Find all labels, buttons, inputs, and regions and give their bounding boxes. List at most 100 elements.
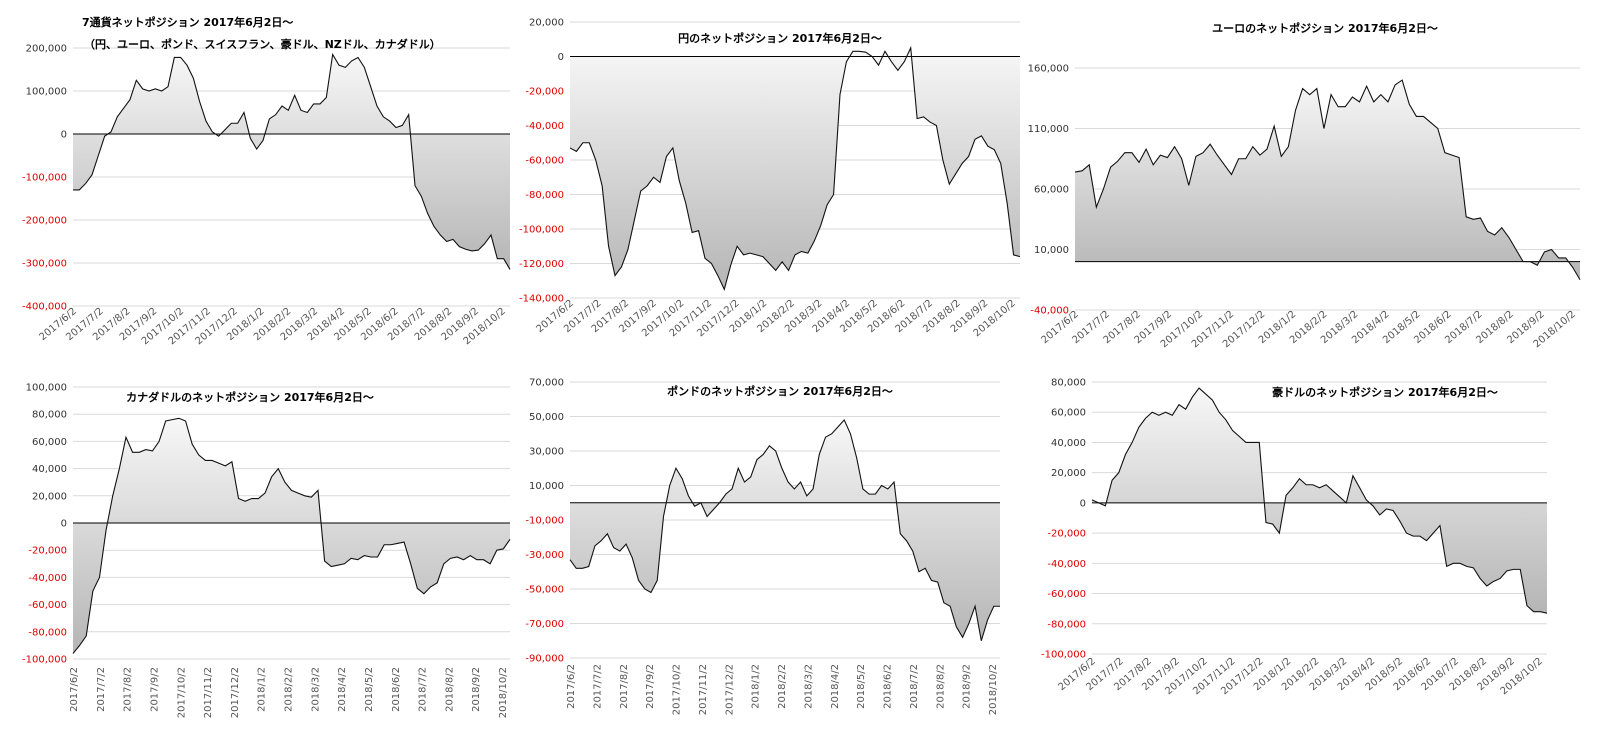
y-tick-label-cad-2: 60,000 xyxy=(32,437,67,448)
area-fill-gbp xyxy=(570,419,1000,641)
y-tick-label-cad-1: 80,000 xyxy=(32,410,67,421)
x-tick-label-gbp-14: 2018/8/2 xyxy=(935,664,946,709)
y-tick-label-jpy-1: 0 xyxy=(558,52,564,63)
y-tick-label-aud-3: 20,000 xyxy=(1051,468,1086,479)
y-tick-label-jpy-4: -60,000 xyxy=(525,156,564,167)
x-tick-label-cad-12: 2018/6/2 xyxy=(391,667,402,712)
y-tick-label-total-3: -100,000 xyxy=(22,173,67,184)
chart-aud: 80,000 60,000 40,000 20,000 0 -20,000 -40,000 -… xyxy=(1010,372,1590,741)
series-line-total xyxy=(73,52,511,270)
chart-eur-svg: 160,000110,00060,00010,000-40,0002017/6/… xyxy=(1028,21,1581,350)
y-tick-label-total-4: -200,000 xyxy=(22,216,67,227)
y-tick-label-cad-6: -20,000 xyxy=(28,546,67,557)
y-tick-label-gbp-8: -90,000 xyxy=(525,654,564,665)
series-line-aud xyxy=(1091,387,1548,614)
y-tick-label-aud-8: -80,000 xyxy=(1047,619,1086,630)
y-tick-label-eur-0: 160,000 xyxy=(1028,64,1069,75)
y-tick-label-jpy-6: -100,000 xyxy=(519,225,564,236)
y-tick-label-eur-2: 60,000 xyxy=(1034,185,1069,196)
y-tick-label-jpy-0: 20,000 xyxy=(529,18,564,29)
x-tick-label-gbp-12: 2018/6/2 xyxy=(883,664,894,709)
y-tick-label-cad-8: -60,000 xyxy=(28,600,67,611)
y-tick-label-cad-10: -100,000 xyxy=(22,655,67,666)
chart-gbp: 70,000 50,000 30,000 10,000 -10,000 -30,000 -5… xyxy=(510,372,1030,741)
y-tick-label-aud-2: 40,000 xyxy=(1051,438,1086,449)
chart-title-total: 7通貨ネットポジション 2017年6月2日～ xyxy=(82,15,293,29)
x-tick-label-cad-6: 2017/12/2 xyxy=(230,667,241,718)
y-tick-label-eur-1: 110,000 xyxy=(1028,124,1069,135)
y-tick-label-aud-5: -20,000 xyxy=(1047,529,1086,540)
y-tick-label-jpy-7: -120,000 xyxy=(519,259,564,270)
y-tick-label-total-5: -300,000 xyxy=(22,259,67,270)
x-tick-label-cad-4: 2017/10/2 xyxy=(176,667,187,718)
chart-subtitle-total: （円、ユーロ、ポンド、スイスフラン、豪ドル、NZドル、カナダドル） xyxy=(84,37,441,51)
area-fill-eur xyxy=(1075,80,1580,280)
chart-title-jpy: 円のネットポジション 2017年6月2日～ xyxy=(678,31,882,45)
y-tick-label-cad-7: -40,000 xyxy=(28,573,67,584)
x-tick-label-gbp-1: 2017/7/2 xyxy=(592,664,603,709)
chart-title-gbp: ポンドのネットポジション 2017年6月2日～ xyxy=(667,384,893,398)
x-tick-label-gbp-13: 2018/7/2 xyxy=(909,664,920,709)
y-tick-label-aud-1: 60,000 xyxy=(1051,408,1086,419)
x-tick-label-gbp-8: 2018/2/2 xyxy=(777,664,788,709)
x-tick-label-cad-8: 2018/2/2 xyxy=(284,667,295,712)
area-fill-cad xyxy=(73,418,510,654)
y-tick-label-total-1: 100,000 xyxy=(26,87,67,98)
y-tick-label-cad-0: 100,000 xyxy=(26,383,67,394)
y-tick-label-jpy-3: -40,000 xyxy=(525,121,564,132)
y-tick-label-jpy-8: -140,000 xyxy=(519,294,564,305)
chart-aud-svg: 80,000 60,000 40,000 20,000 0 -20,000 -40,000 -… xyxy=(1041,378,1548,697)
y-tick-label-aud-9: -100,000 xyxy=(1041,650,1086,661)
y-tick-label-gbp-7: -70,000 xyxy=(525,619,564,630)
x-tick-label-gbp-6: 2017/12/2 xyxy=(724,664,735,715)
x-tick-label-cad-7: 2018/1/2 xyxy=(257,667,268,712)
y-tick-label-gbp-5: -30,000 xyxy=(525,550,564,561)
y-tick-label-gbp-2: 30,000 xyxy=(529,447,564,458)
x-tick-label-gbp-15: 2018/9/2 xyxy=(962,664,973,709)
x-tick-label-gbp-7: 2018/1/2 xyxy=(751,664,762,709)
series-line-cad xyxy=(72,417,511,654)
x-tick-label-cad-5: 2017/11/2 xyxy=(203,667,214,718)
y-tick-label-eur-4: -40,000 xyxy=(1030,306,1069,317)
y-tick-label-cad-5: 0 xyxy=(61,519,67,530)
x-tick-label-gbp-3: 2017/9/2 xyxy=(645,664,656,709)
x-tick-label-cad-1: 2017/7/2 xyxy=(96,667,107,712)
area-fill-total xyxy=(73,54,510,270)
x-tick-label-cad-13: 2018/7/2 xyxy=(418,667,429,712)
y-tick-label-aud-7: -60,000 xyxy=(1047,589,1086,600)
x-tick-label-cad-3: 2017/9/2 xyxy=(149,667,160,712)
x-tick-label-gbp-5: 2017/11/2 xyxy=(698,664,709,715)
y-tick-label-total-6: -400,000 xyxy=(22,302,67,313)
x-tick-label-gbp-11: 2018/5/2 xyxy=(856,664,867,709)
x-tick-label-gbp-9: 2018/3/2 xyxy=(803,664,814,709)
x-tick-label-gbp-10: 2018/4/2 xyxy=(830,664,841,709)
chart-cad: 100,000 80,000 60,000 40,000 20,000 0 -20,000 -… xyxy=(0,372,520,741)
y-tick-label-gbp-6: -50,000 xyxy=(525,585,564,596)
y-tick-label-gbp-0: 70,000 xyxy=(529,378,564,389)
y-tick-label-aud-4: 0 xyxy=(1080,498,1086,509)
chart-jpy-svg: 20,000 0 -20,000 -40,000 -60,000 -80,000 -100,… xyxy=(519,18,1021,339)
x-tick-label-cad-0: 2017/6/2 xyxy=(69,667,80,712)
y-tick-label-eur-3: 10,000 xyxy=(1034,245,1069,256)
x-tick-label-cad-9: 2018/3/2 xyxy=(310,667,321,712)
y-tick-label-total-2: 0 xyxy=(61,130,67,141)
chart-cad-svg: 100,000 80,000 60,000 40,000 20,000 0 -20,000 -… xyxy=(22,383,511,718)
y-tick-label-aud-0: 80,000 xyxy=(1051,378,1086,389)
x-tick-label-cad-14: 2018/8/2 xyxy=(444,667,455,712)
chart-total: 200,000 100,000 0 -100,000 -200,000 -300,000 -… xyxy=(0,0,520,370)
x-tick-label-cad-16: 2018/10/2 xyxy=(498,667,509,718)
chart-title-cad: カナダドルのネットポジション 2017年6月2日～ xyxy=(126,390,374,404)
chart-title-eur: ユーロのネットポジション 2017年6月2日～ xyxy=(1212,21,1438,35)
y-tick-label-aud-6: -40,000 xyxy=(1047,559,1086,570)
chart-gbp-svg: 70,000 50,000 30,000 10,000 -10,000 -30,000 -5… xyxy=(525,378,1000,715)
y-tick-label-jpy-5: -80,000 xyxy=(525,190,564,201)
x-tick-label-cad-2: 2017/8/2 xyxy=(123,667,134,712)
chart-eur: 160,000 110,000 60,000 10,000 -40,000 2017/6/… xyxy=(1028,0,1590,370)
x-tick-label-gbp-2: 2017/8/2 xyxy=(619,664,630,709)
area-fill-aud xyxy=(1092,388,1547,614)
chart-jpy: 20,000 0 -20,000 -40,000 -60,000 -80,000 -100,… xyxy=(510,0,1030,370)
y-tick-label-cad-4: 20,000 xyxy=(32,491,67,502)
series-line-gbp xyxy=(569,418,1000,641)
series-line-jpy xyxy=(569,45,1021,291)
